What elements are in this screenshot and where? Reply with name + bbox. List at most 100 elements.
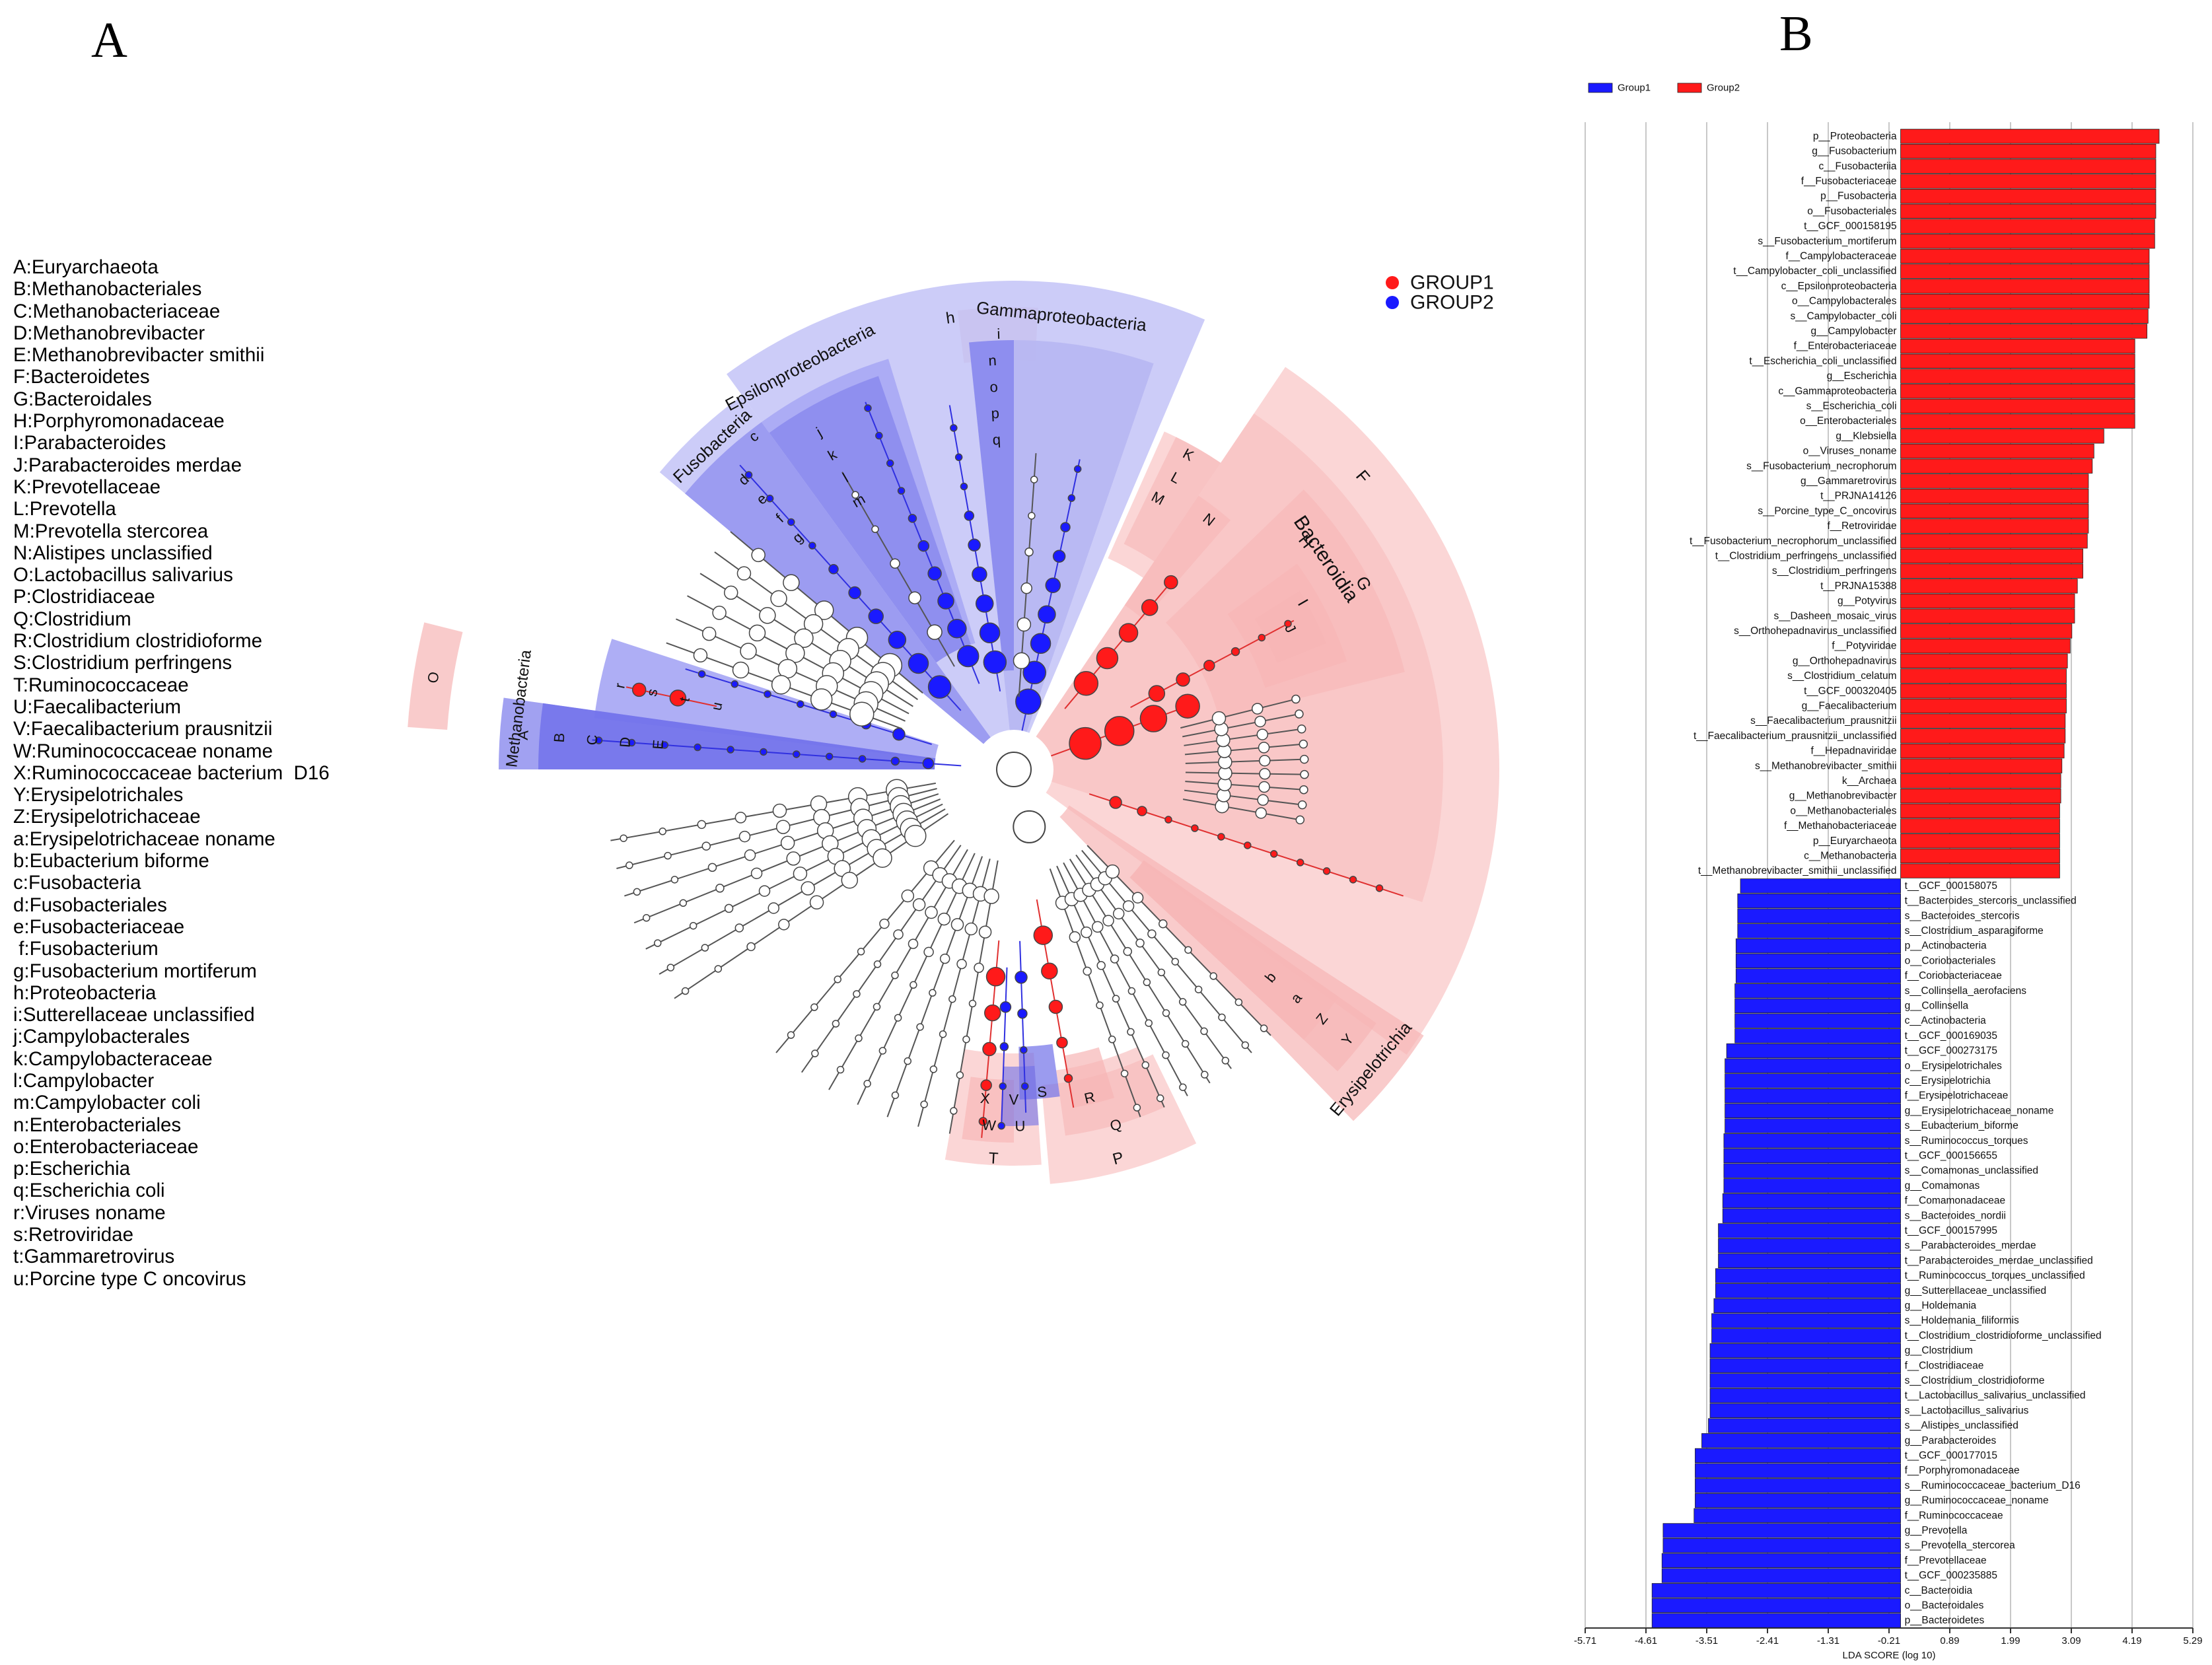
node-gray-cluster — [1162, 1009, 1170, 1017]
lda-bar — [1695, 1448, 1901, 1464]
node-perfringens — [1020, 1045, 1028, 1054]
lda-bar-label: t__GCF_000169035 — [1905, 1030, 1997, 1042]
node-fusobacterium — [808, 542, 816, 549]
lda-bar — [1900, 293, 2150, 309]
lda-bar — [1718, 1223, 1901, 1238]
lda-bar-label: o__Enterobacteriales — [1800, 415, 1897, 427]
node-bacteroidales-leaf — [1259, 754, 1271, 767]
node-gray-cluster — [910, 981, 917, 989]
lda-bar — [1735, 968, 1901, 983]
node-campylobacter — [956, 645, 980, 668]
node-gray-cluster — [689, 921, 697, 930]
sector-gammaproteobacteria — [969, 340, 1154, 732]
node-methanobrevibacter — [890, 756, 900, 766]
node-bacteroidales-leaf — [1297, 725, 1306, 734]
lda-bar — [1725, 1058, 1901, 1073]
lda-bar — [1695, 1463, 1901, 1478]
node-methanobrevibacter — [760, 748, 767, 756]
lda-bar — [1740, 878, 1901, 894]
lda-bar — [1726, 1043, 1901, 1059]
lda-x-axis: -5.71 -4.61 -3.51 -2.41 -1.31 -0.21 0.89 1.99 3.… — [1574, 1628, 2203, 1661]
lda-bars — [1651, 129, 2160, 1628]
node-parabacteroides — [1231, 647, 1240, 656]
lda-bar — [1900, 593, 2075, 609]
node-gray-cluster — [1112, 995, 1120, 1003]
node-retroviridae — [697, 670, 706, 678]
node-gray-cluster — [1234, 998, 1243, 1007]
clade-label-o: o — [989, 378, 999, 396]
node-gray-cluster — [681, 987, 690, 995]
node-bacteroidetes — [1104, 716, 1135, 746]
node-gray-cluster — [810, 1003, 818, 1011]
lda-bar-label: f__Clostridiaceae — [1905, 1360, 1984, 1371]
lda-bar-label: t__GCF_000177015 — [1905, 1450, 1997, 1461]
node-white — [908, 591, 921, 604]
sector-prevotella-L — [1124, 437, 1221, 561]
tree-branch — [1182, 798, 1301, 821]
taxon-legend-item: B:Methanobacteriales — [13, 278, 202, 301]
taxon-legend-item: E:Methanobrevibacter smithii — [13, 344, 265, 367]
lda-bar — [1735, 939, 1901, 954]
sector-clostridioforme-R — [1064, 1047, 1115, 1108]
lda-bar-label: s__Fusobacterium_necrophorum — [1746, 460, 1896, 472]
lda-bar — [1900, 159, 2157, 174]
lda-bar — [1662, 1538, 1901, 1553]
lda-bar-label: f__Retroviridae — [1827, 520, 1896, 532]
taxon-legend-item: c:Fusobacteria — [13, 872, 141, 894]
lda-bar-label: s__Ruminococcus_torques — [1905, 1135, 2028, 1147]
clade-label-R: R — [1083, 1088, 1096, 1107]
node-ruminococcaceae — [984, 1004, 1001, 1022]
node-gray-cluster — [901, 889, 915, 903]
lda-bar-label: s__Holdemania_filiformis — [1905, 1315, 2019, 1326]
lda-bar — [1734, 983, 1901, 999]
node-gray-cluster — [1201, 1071, 1209, 1079]
node-gray-cluster — [1157, 968, 1166, 977]
cladogram-sectors — [408, 281, 1499, 1184]
tree-branch — [1184, 789, 1302, 806]
node-gray-cluster — [1147, 929, 1157, 939]
lda-bar — [1709, 1373, 1901, 1388]
node-gray-cluster — [724, 903, 734, 913]
node-gray-cluster — [758, 885, 771, 897]
node-gray-cluster — [1179, 1083, 1187, 1091]
node-erysipelotrichia — [1137, 806, 1147, 816]
clade-label-t: t — [676, 695, 693, 703]
taxon-legend-item: i:Sutterellaceae unclassified — [13, 1004, 255, 1026]
node-fusobacterium — [908, 653, 929, 674]
node-white — [1024, 548, 1034, 557]
lda-bar-label: c__Actinobacteria — [1905, 1015, 1987, 1026]
clade-label-B: B — [551, 732, 568, 743]
lda-bar-label: s__Clostridium_perfringens — [1772, 565, 1897, 577]
clade-label-s: s — [643, 688, 661, 698]
lda-bar — [1900, 353, 2135, 369]
lda-bar — [1722, 1208, 1901, 1223]
lda-bar — [1715, 1268, 1901, 1283]
lda-bar — [1900, 639, 2071, 654]
node-gray-cluster — [801, 881, 815, 896]
lda-bar — [1900, 503, 2089, 518]
node-methanobrevibacter — [627, 738, 636, 747]
node-gray-cluster — [1135, 939, 1145, 948]
clade-label-n: n — [988, 352, 997, 369]
lda-bar-label: g__Methanobrevibacter — [1789, 791, 1897, 802]
node-enterobacteriaceae — [975, 594, 994, 613]
lda-bar-label: p__Fusobacteria — [1820, 191, 1897, 202]
node-gray-cluster — [904, 824, 927, 847]
node-methanobrevibacter — [694, 743, 701, 752]
node-gray-cluster — [1209, 972, 1217, 980]
node-gray-cluster — [746, 942, 756, 952]
node-bacteroidales-leaf — [1295, 815, 1305, 825]
node-fusobacterium — [888, 631, 907, 649]
x-tick-label: -1.31 — [1817, 1635, 1839, 1647]
node-enterobacteriaceae — [983, 650, 1007, 674]
lda-bar-label: g__Prevotella — [1905, 1525, 1968, 1536]
lda-bar — [1734, 998, 1901, 1014]
lda-bar-label: f__Erysipelotrichaceae — [1905, 1090, 2009, 1102]
lda-bar-label: f__Porphyromonadaceae — [1905, 1465, 2020, 1476]
node-gray-cluster — [1102, 915, 1114, 927]
node-campylobacter — [947, 618, 967, 639]
lda-legend: Group1 Group2 — [1588, 83, 1740, 94]
node-faecalibacterium — [997, 1121, 1005, 1130]
lda-bar — [1900, 188, 2157, 204]
lda-bar — [1900, 548, 2083, 564]
